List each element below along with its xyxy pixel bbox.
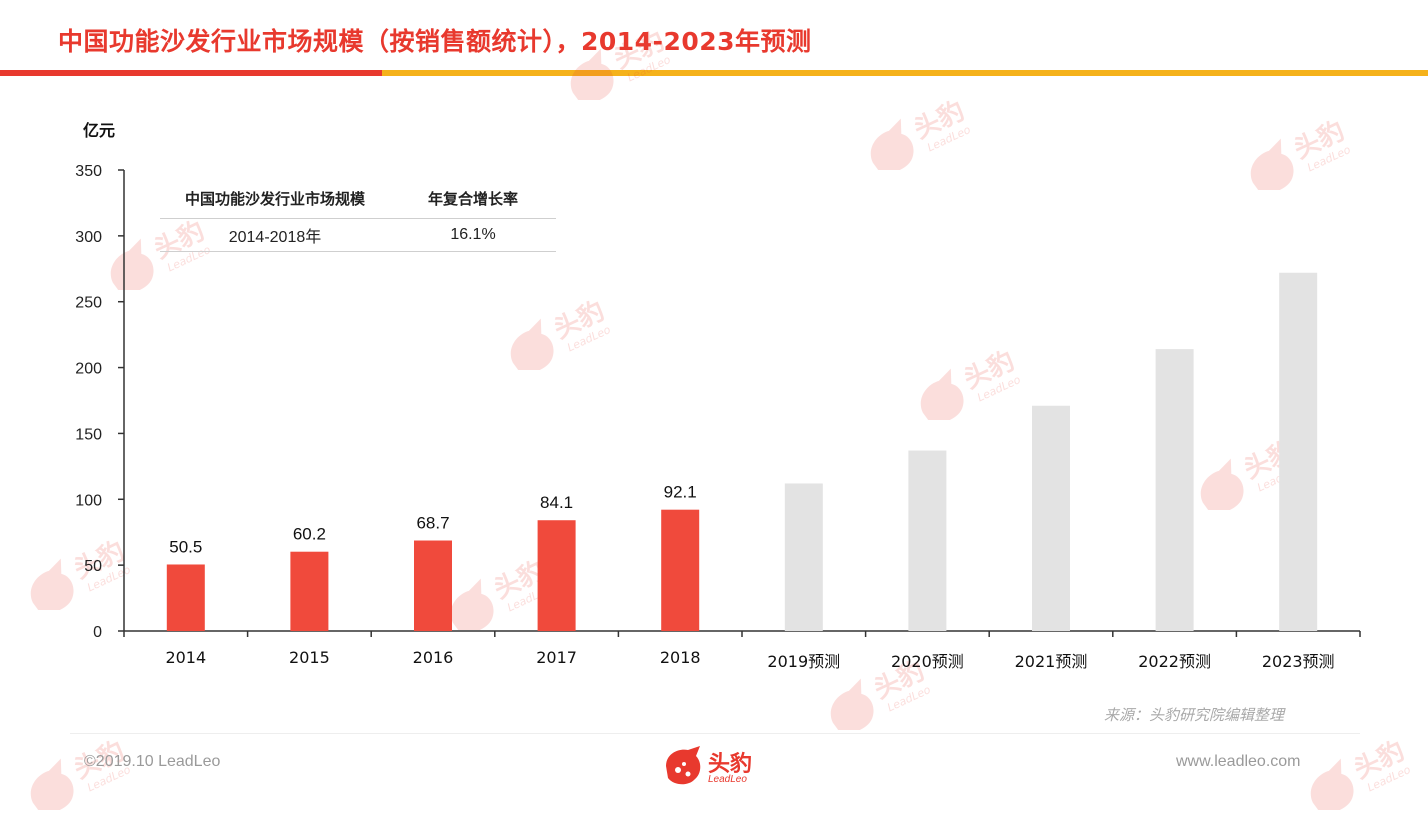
x-tick-label: 2014 (165, 648, 206, 667)
data-label: 68.7 (416, 514, 449, 533)
forecast-bar (1155, 349, 1194, 631)
logo-subtitle: LeadLeo (708, 774, 747, 785)
logo-name: 头豹 (708, 751, 753, 776)
y-tick-label: 100 (75, 492, 102, 509)
actual-bar (290, 551, 329, 631)
actual-bar (166, 564, 205, 631)
data-label: 92.1 (664, 483, 697, 502)
cagr-table-header: 中国功能沙发行业市场规模 年复合增长率 (160, 178, 556, 219)
x-tick-label: 2016 (413, 648, 454, 667)
forecast-bar (908, 450, 947, 631)
cagr-header-market: 中国功能沙发行业市场规模 (184, 189, 365, 208)
y-axis-label: 亿元 (83, 121, 115, 140)
cagr-period: 2014-2018年 (228, 229, 322, 246)
cagr-table-row: 2014-2018年 16.1% (160, 219, 556, 252)
cagr-value: 16.1% (450, 226, 496, 243)
x-tick-label: 2015 (289, 648, 330, 667)
leopard-head-icon (666, 746, 701, 785)
forecast-bar (784, 483, 823, 631)
y-tick-label: 50 (84, 558, 102, 575)
x-tick-label: 2018 (660, 648, 701, 667)
leadleo-logo: 头豹 LeadLeo (662, 744, 772, 790)
cagr-table: 中国功能沙发行业市场规模 年复合增长率 2014-2018年 16.1% (160, 178, 556, 252)
y-tick-label: 150 (75, 426, 102, 443)
y-tick-label: 300 (75, 229, 102, 246)
y-tick-label: 350 (75, 163, 102, 180)
x-tick-label: 2023预测 (1262, 652, 1335, 671)
x-tick-label: 2020预测 (891, 652, 964, 671)
data-label: 60.2 (293, 525, 326, 544)
forecast-bar (1279, 272, 1318, 631)
footer-copyright: ©2019.10 LeadLeo (84, 753, 221, 770)
cagr-header-rate: 年复合增长率 (427, 189, 518, 208)
footer-divider (70, 733, 1360, 734)
x-tick-label: 2017 (536, 648, 577, 667)
footer-website[interactable]: www.leadleo.com (1176, 753, 1301, 770)
page-title: 中国功能沙发行业市场规模（按销售额统计），2014-2023年预测 (58, 27, 812, 56)
title-underline-red (0, 70, 382, 76)
title-underline-yellow (382, 70, 1428, 76)
actual-bar (661, 509, 700, 631)
forecast-bar (1032, 405, 1070, 631)
data-label: 50.5 (169, 537, 202, 556)
y-tick-label: 200 (75, 361, 102, 378)
x-tick-label: 2021预测 (1015, 652, 1088, 671)
actual-bar (414, 540, 452, 631)
data-label: 84.1 (540, 493, 573, 512)
y-tick-label: 250 (75, 295, 102, 312)
x-tick-label: 2019预测 (767, 652, 840, 671)
source-note: 来源：头豹研究院编辑整理 (1104, 707, 1285, 724)
actual-bar (537, 520, 576, 631)
x-tick-label: 2022预测 (1138, 652, 1211, 671)
y-tick-label: 0 (93, 624, 102, 641)
